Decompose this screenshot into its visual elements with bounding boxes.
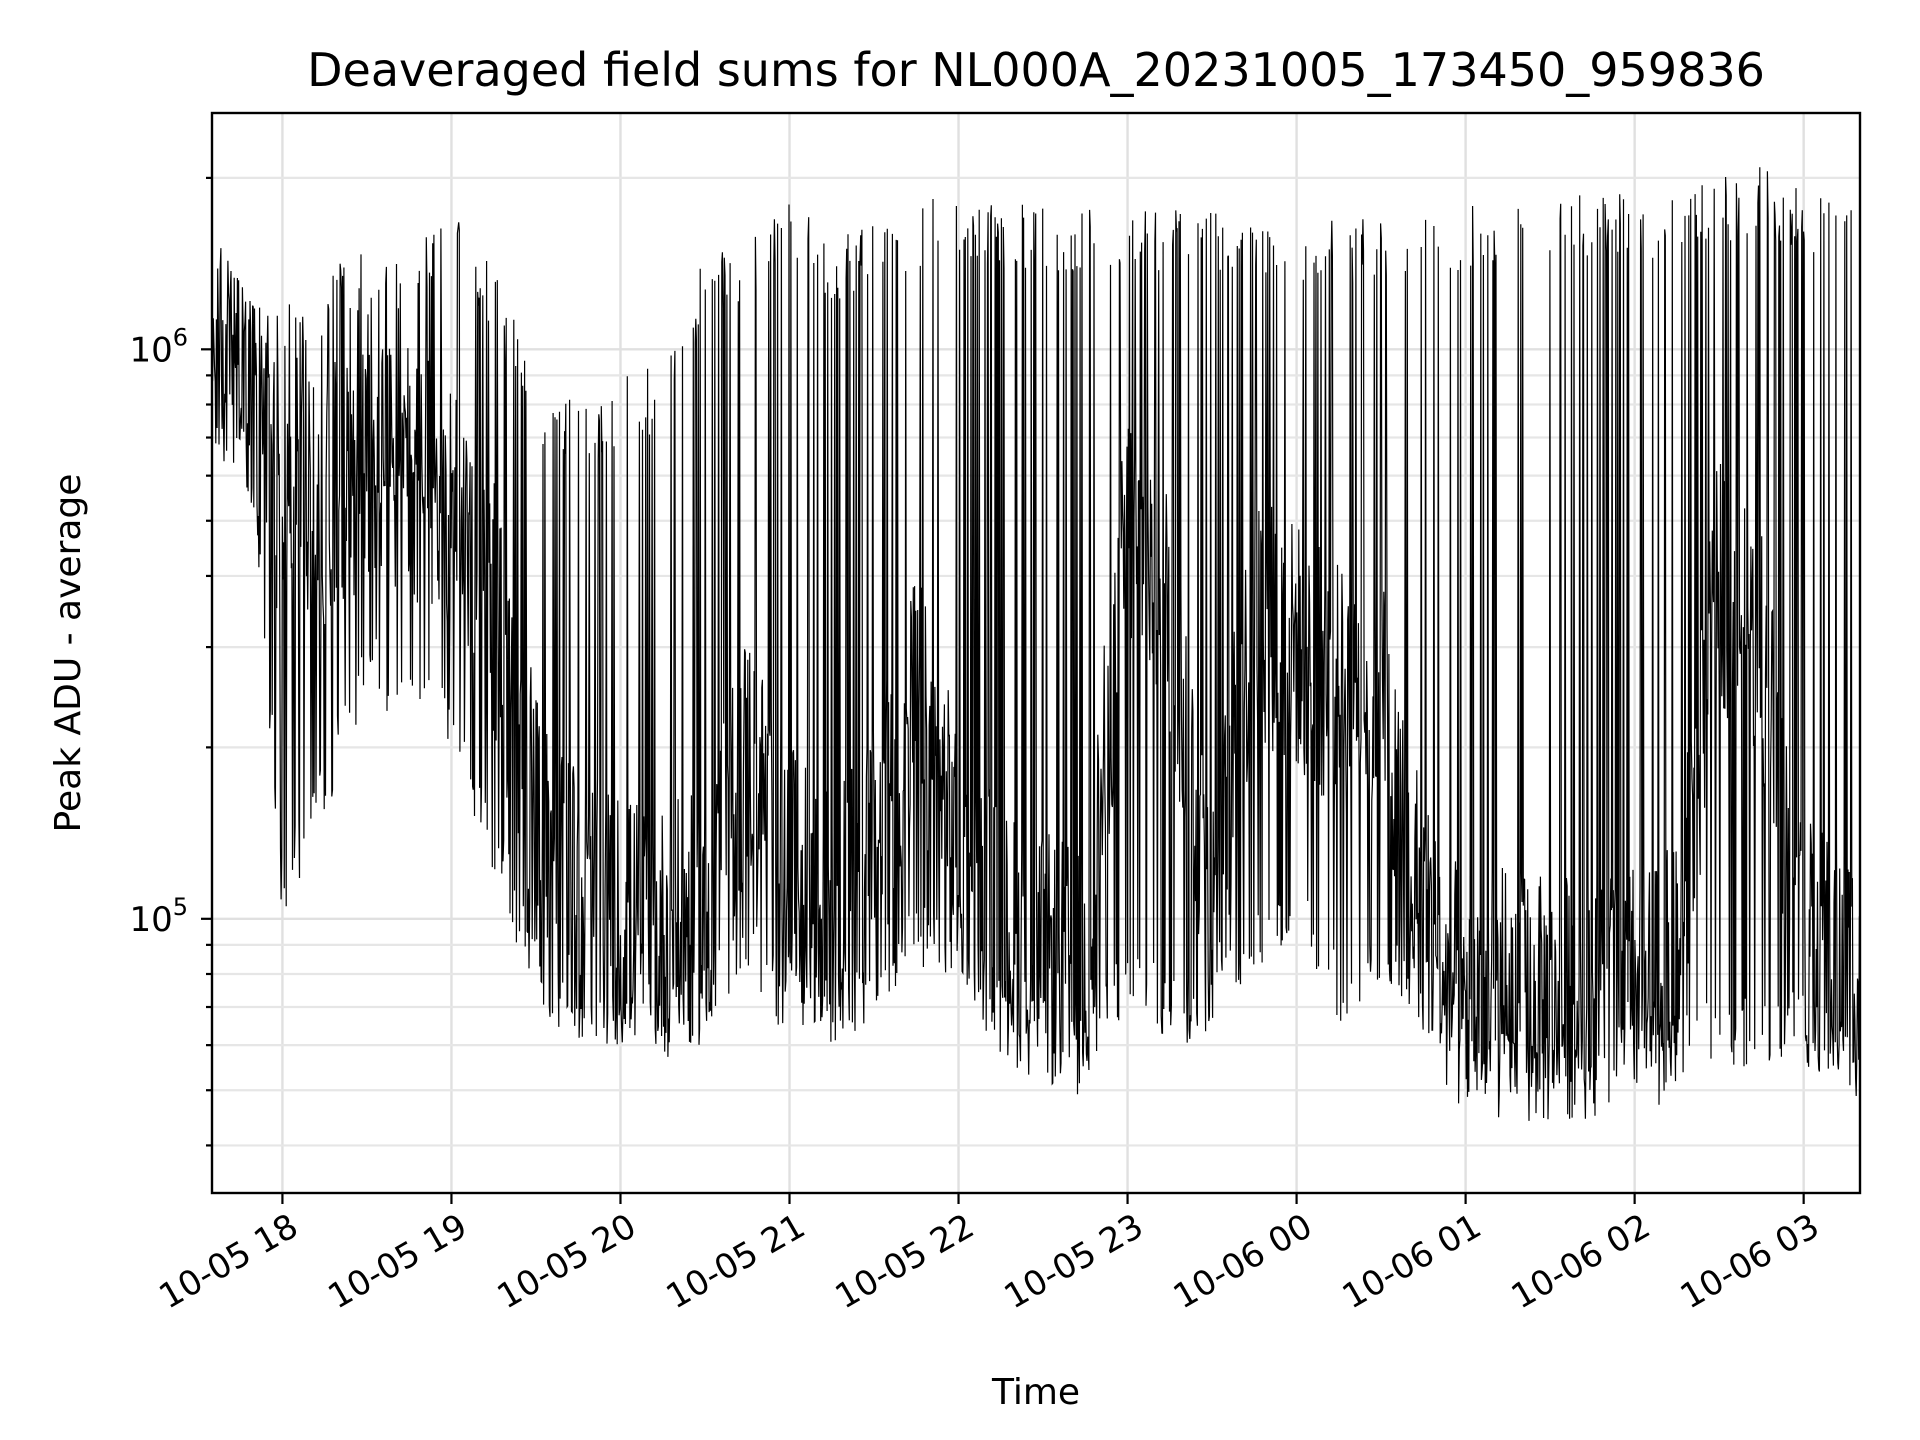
y-tick-label-base: 10 <box>129 330 172 370</box>
series-line <box>211 167 1861 1121</box>
axis-ticks <box>201 176 1805 1204</box>
data-series <box>211 167 1861 1121</box>
y-tick-label-base: 10 <box>129 900 172 940</box>
y-tick-label-exponent: 5 <box>173 893 188 921</box>
y-tick-label: 106 <box>129 323 188 370</box>
y-tick-label-exponent: 6 <box>173 323 188 351</box>
x-axis-label: Time <box>991 1372 1080 1413</box>
y-tick-label: 105 <box>129 893 188 940</box>
y-axis-label: Peak ADU - average <box>48 474 89 833</box>
axes-frame <box>210 111 1862 1195</box>
plot-area <box>201 111 1862 1204</box>
chart-title: Deaveraged field sums for NL000A_2023100… <box>307 43 1765 97</box>
